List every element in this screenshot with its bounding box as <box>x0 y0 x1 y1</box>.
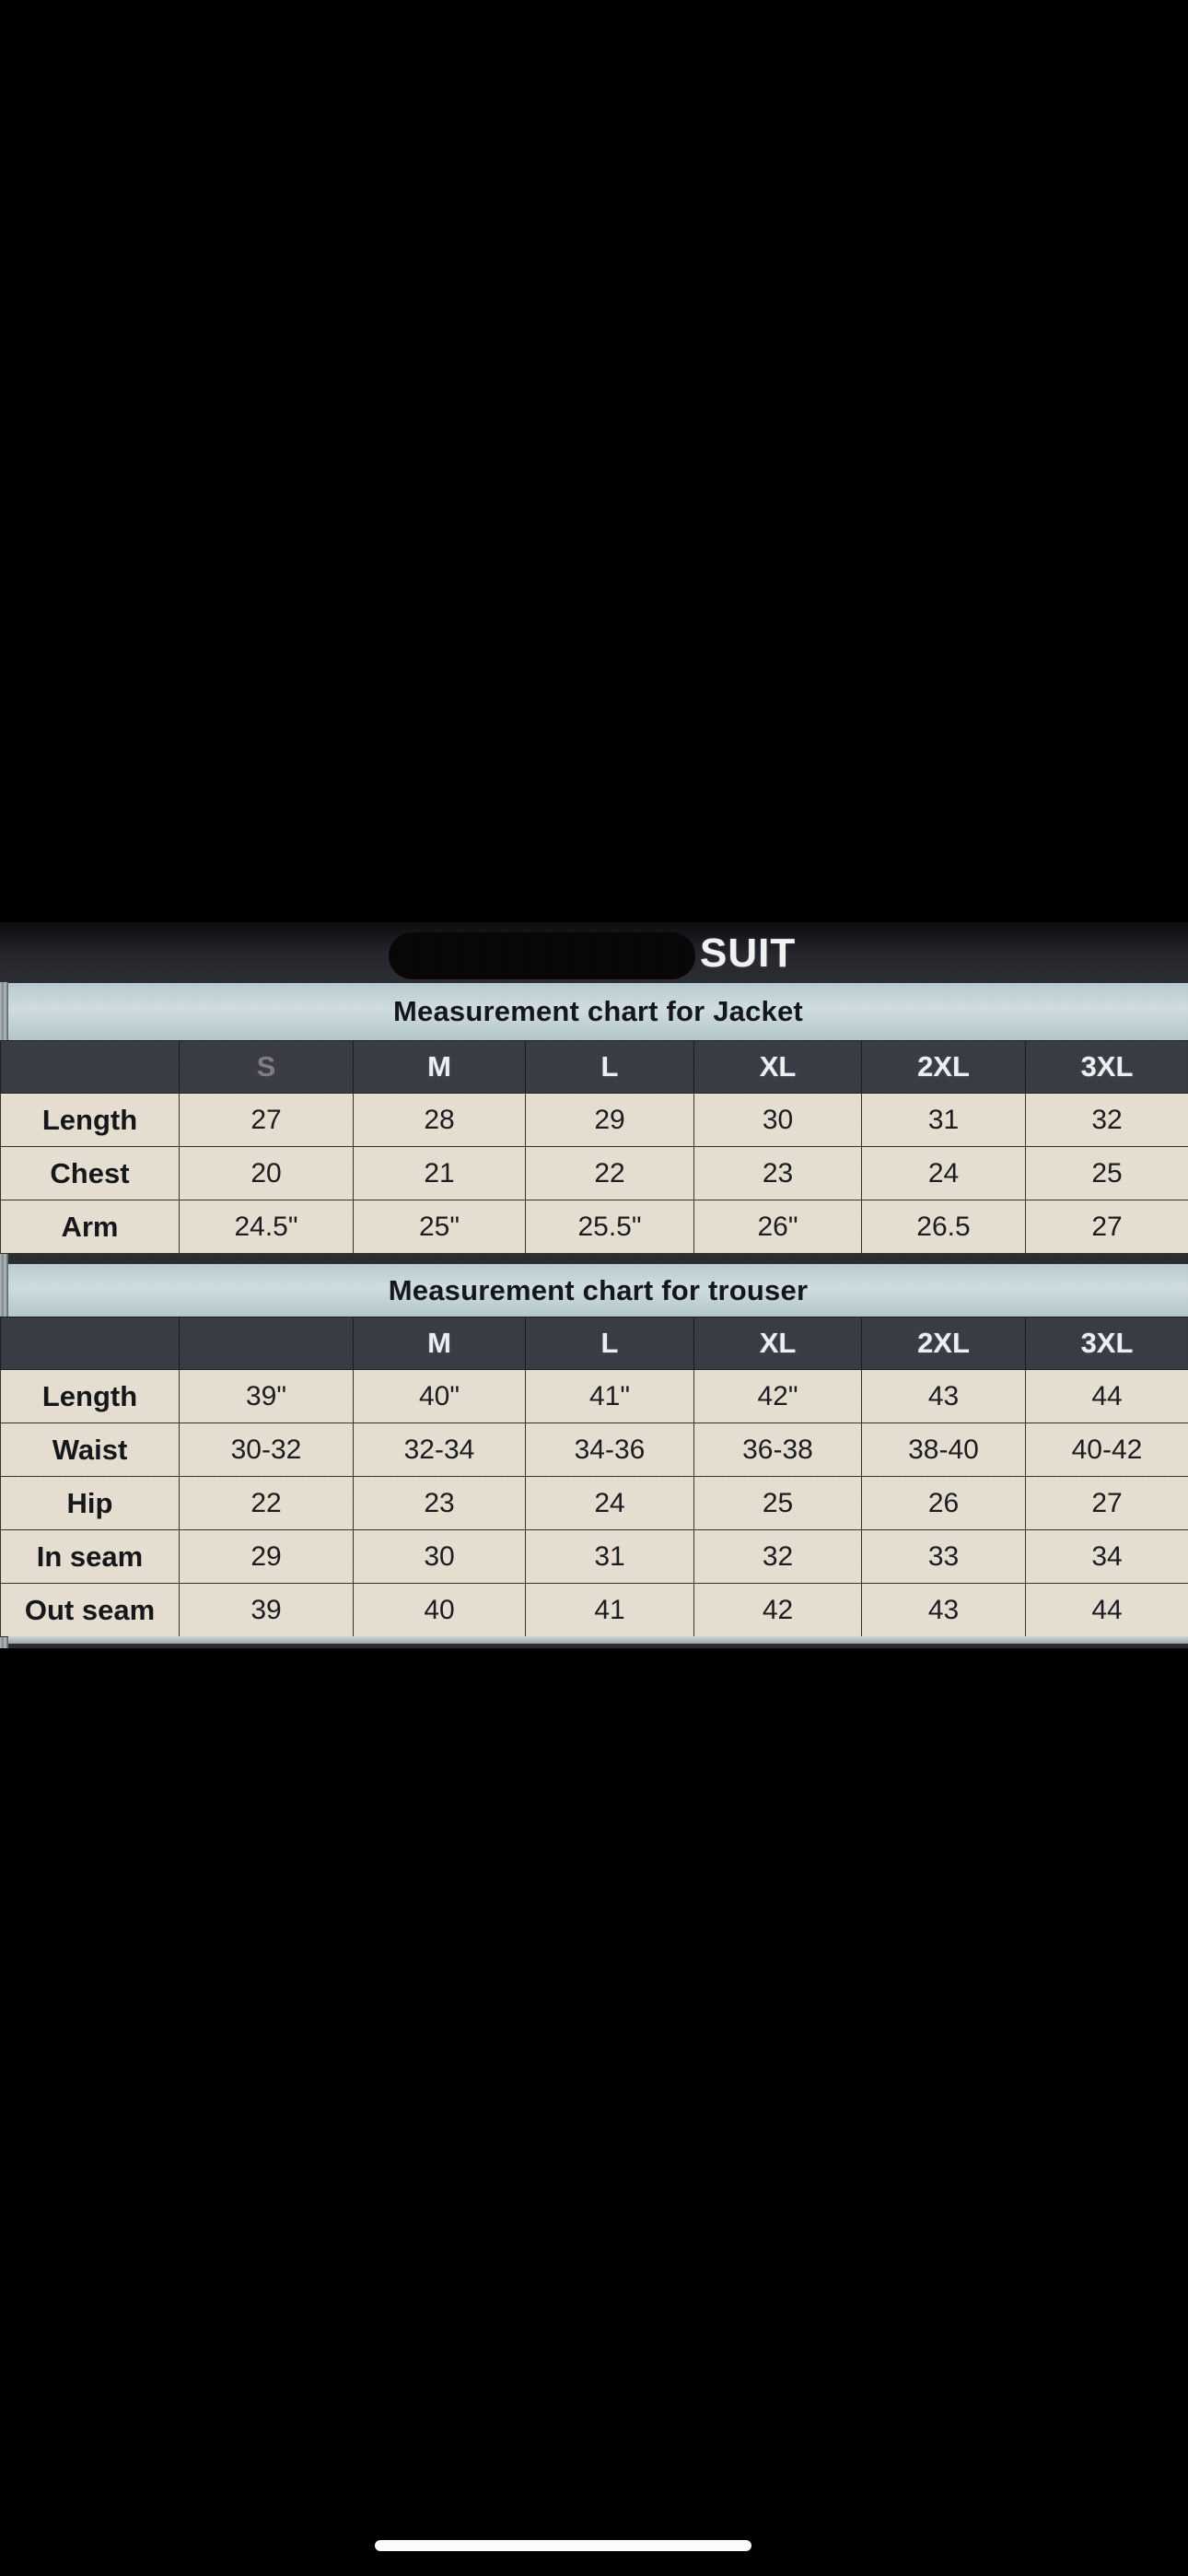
cell-t-length-l: 41" <box>525 1369 694 1423</box>
column-header-xl: XL <box>693 1040 862 1094</box>
table-row: Length 27 28 29 30 31 32 <box>0 1093 1188 1147</box>
column-header-blank <box>0 1040 180 1094</box>
table-row: Waist 30-32 32-34 34-36 36-38 38-40 40-4… <box>0 1423 1188 1477</box>
table-row: Out seam 39 40 41 42 43 44 <box>0 1583 1188 1637</box>
cell-arm-2xl: 26.5 <box>861 1200 1026 1254</box>
cell-outseam-m: 40 <box>353 1583 526 1637</box>
table-row: Length 39" 40" 41" 42" 43 44 <box>0 1369 1188 1423</box>
row-label-length: Length <box>0 1093 180 1147</box>
cell-length-xl: 30 <box>693 1093 862 1147</box>
cell-length-2xl: 31 <box>861 1093 1026 1147</box>
cell-t-length-xl: 42" <box>693 1369 862 1423</box>
cell-waist-3xl: 40-42 <box>1025 1423 1188 1477</box>
row-label-chest: Chest <box>0 1146 180 1200</box>
jacket-measurement-table: S M L XL 2XL 3XL Length 27 28 29 30 31 3… <box>0 1040 1188 1254</box>
cell-chest-3xl: 25 <box>1025 1146 1188 1200</box>
cell-outseam-3xl: 44 <box>1025 1583 1188 1637</box>
cell-inseam-l: 31 <box>525 1529 694 1584</box>
column-header-s: S <box>179 1040 354 1094</box>
column-header-3xl: 3XL <box>1025 1040 1188 1094</box>
image-bottom-edge-artifact <box>8 1636 1188 1644</box>
cell-length-m: 28 <box>353 1093 526 1147</box>
cell-length-s: 27 <box>179 1093 354 1147</box>
column-header-m: M <box>353 1040 526 1094</box>
size-chart-image: SUIT Measurement chart for Jacket S M L … <box>0 922 1188 1648</box>
image-left-edge-artifact <box>0 922 8 1648</box>
redaction-bar <box>389 932 695 979</box>
cell-t-length-3xl: 44 <box>1025 1369 1188 1423</box>
cell-waist-m: 32-34 <box>353 1423 526 1477</box>
row-label-arm: Arm <box>0 1200 180 1254</box>
column-header-l: L <box>525 1040 694 1094</box>
cell-inseam-s: 29 <box>179 1529 354 1584</box>
cell-arm-xl: 26" <box>693 1200 862 1254</box>
table-header-row: S M L XL 2XL 3XL <box>0 1040 1188 1094</box>
cell-outseam-l: 41 <box>525 1583 694 1637</box>
cell-hip-l: 24 <box>525 1476 694 1530</box>
column-header-2xl: 2XL <box>861 1317 1026 1370</box>
cell-length-3xl: 32 <box>1025 1093 1188 1147</box>
cell-arm-l: 25.5" <box>525 1200 694 1254</box>
column-header-2xl: 2XL <box>861 1040 1026 1094</box>
column-header-l: L <box>525 1317 694 1370</box>
suit-title-band: SUIT <box>0 922 1188 982</box>
cell-waist-xl: 36-38 <box>693 1423 862 1477</box>
cell-inseam-2xl: 33 <box>861 1529 1026 1584</box>
row-label-in-seam: In seam <box>0 1529 180 1584</box>
row-label-hip: Hip <box>0 1476 180 1530</box>
column-header-blank <box>0 1317 180 1370</box>
cell-inseam-3xl: 34 <box>1025 1529 1188 1584</box>
cell-arm-3xl: 27 <box>1025 1200 1188 1254</box>
row-label-out-seam: Out seam <box>0 1583 180 1637</box>
table-row: Chest 20 21 22 23 24 25 <box>0 1146 1188 1200</box>
cell-hip-3xl: 27 <box>1025 1476 1188 1530</box>
cell-length-l: 29 <box>525 1093 694 1147</box>
column-header-xl: XL <box>693 1317 862 1370</box>
table-row: In seam 29 30 31 32 33 34 <box>0 1529 1188 1584</box>
table-row: Hip 22 23 24 25 26 27 <box>0 1476 1188 1530</box>
jacket-section-caption: Measurement chart for Jacket <box>8 983 1188 1040</box>
cell-t-length-s: 39" <box>179 1369 354 1423</box>
cell-outseam-s: 39 <box>179 1583 354 1637</box>
cell-outseam-2xl: 43 <box>861 1583 1026 1637</box>
home-indicator[interactable] <box>375 2540 751 2551</box>
cell-inseam-xl: 32 <box>693 1529 862 1584</box>
cell-outseam-xl: 42 <box>693 1583 862 1637</box>
cell-chest-m: 21 <box>353 1146 526 1200</box>
cell-chest-l: 22 <box>525 1146 694 1200</box>
trouser-section-caption: Measurement chart for trouser <box>8 1264 1188 1317</box>
cell-waist-l: 34-36 <box>525 1423 694 1477</box>
row-label-waist: Waist <box>0 1423 180 1477</box>
cell-waist-2xl: 38-40 <box>861 1423 1026 1477</box>
cell-t-length-m: 40" <box>353 1369 526 1423</box>
table-row: Arm 24.5" 25" 25.5" 26" 26.5 27 <box>0 1200 1188 1254</box>
cell-inseam-m: 30 <box>353 1529 526 1584</box>
cell-chest-2xl: 24 <box>861 1146 1026 1200</box>
column-header-m: M <box>353 1317 526 1370</box>
cell-chest-s: 20 <box>179 1146 354 1200</box>
trouser-measurement-table: M L XL 2XL 3XL Length 39" 40" 41" 42" 43… <box>0 1317 1188 1637</box>
table-header-row: M L XL 2XL 3XL <box>0 1317 1188 1370</box>
page-title: SUIT <box>700 931 797 976</box>
cell-hip-2xl: 26 <box>861 1476 1026 1530</box>
cell-arm-m: 25" <box>353 1200 526 1254</box>
row-label-length: Length <box>0 1369 180 1423</box>
cell-hip-m: 23 <box>353 1476 526 1530</box>
cell-hip-xl: 25 <box>693 1476 862 1530</box>
cell-chest-xl: 23 <box>693 1146 862 1200</box>
column-header-3xl: 3XL <box>1025 1317 1188 1370</box>
column-header-s-blank <box>179 1317 354 1370</box>
cell-waist-s: 30-32 <box>179 1423 354 1477</box>
cell-t-length-2xl: 43 <box>861 1369 1026 1423</box>
cell-hip-s: 22 <box>179 1476 354 1530</box>
cell-arm-s: 24.5" <box>179 1200 354 1254</box>
